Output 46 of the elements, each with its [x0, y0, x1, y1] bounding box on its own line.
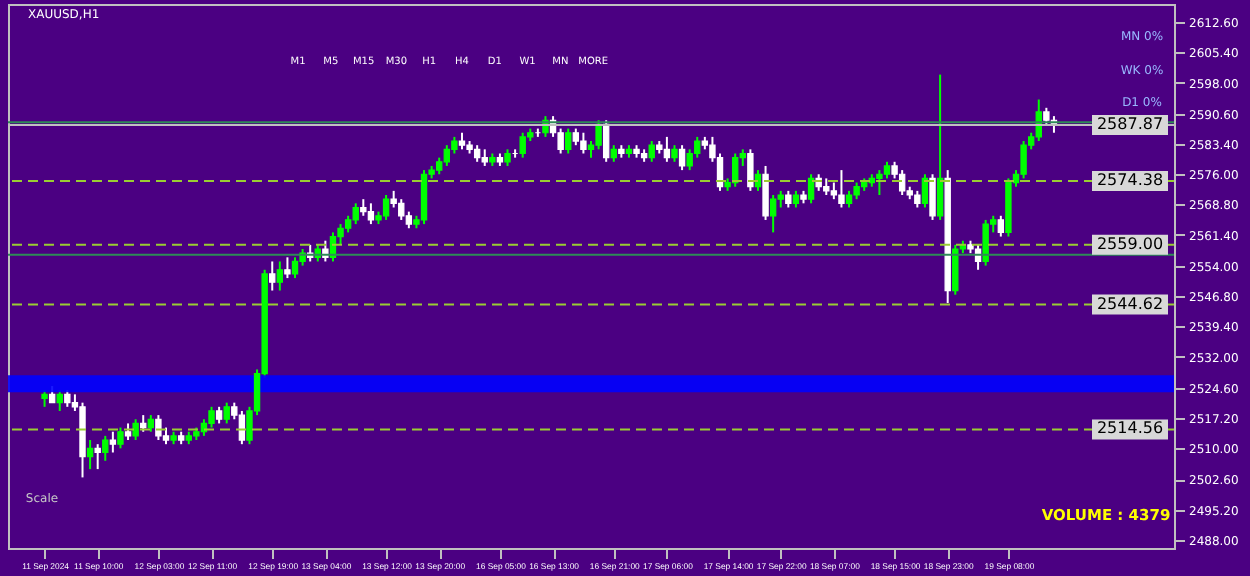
candlestick: [420, 169, 428, 226]
candlestick: [876, 169, 883, 197]
candlestick: [352, 202, 359, 226]
candlestick: [898, 169, 906, 197]
candlestick: [936, 73, 944, 221]
candlestick: [443, 144, 450, 167]
candlestick: [769, 194, 777, 234]
candlestick: [382, 194, 390, 221]
candlestick: [155, 414, 162, 442]
candlestick: [109, 430, 117, 454]
candlestick: [982, 218, 989, 267]
candlestick: [117, 426, 124, 450]
candlestick: [291, 256, 299, 280]
candlestick: [208, 405, 215, 429]
candlestick: [595, 119, 602, 151]
candlestick: [565, 127, 572, 155]
candlestick: [747, 148, 754, 192]
candlestick: [398, 198, 405, 221]
candlestick: [86, 439, 94, 471]
candlestick: [997, 214, 1005, 238]
candlestick: [648, 140, 655, 163]
candlestick: [678, 144, 686, 172]
candlestick: [519, 131, 526, 159]
candlestick: [102, 434, 109, 462]
candlestick: [269, 260, 276, 292]
candlestick: [838, 169, 845, 209]
ref-line-label: 2544.62: [1096, 294, 1164, 313]
candlestick: [1020, 140, 1027, 180]
candlestick: [663, 135, 671, 163]
candlestick: [223, 401, 230, 425]
candlestick: [94, 443, 101, 471]
ref-line-label: 2559.00: [1096, 234, 1164, 253]
ref-line-label: 2514.56: [1096, 419, 1164, 438]
candlestick: [276, 260, 284, 292]
candlestick: [580, 131, 587, 155]
candlestick: [132, 418, 139, 442]
ref-line-label: 2574.38: [1096, 170, 1164, 189]
ref-line-label: 2587.87: [1096, 114, 1164, 133]
candlestick: [284, 256, 291, 280]
candlestick: [762, 164, 769, 221]
candlestick: [952, 243, 959, 296]
candlestick: [367, 202, 375, 226]
candlestick: [807, 173, 815, 205]
candlestick: [929, 173, 936, 221]
candlestick: [56, 389, 63, 412]
candlestick: [238, 409, 246, 446]
